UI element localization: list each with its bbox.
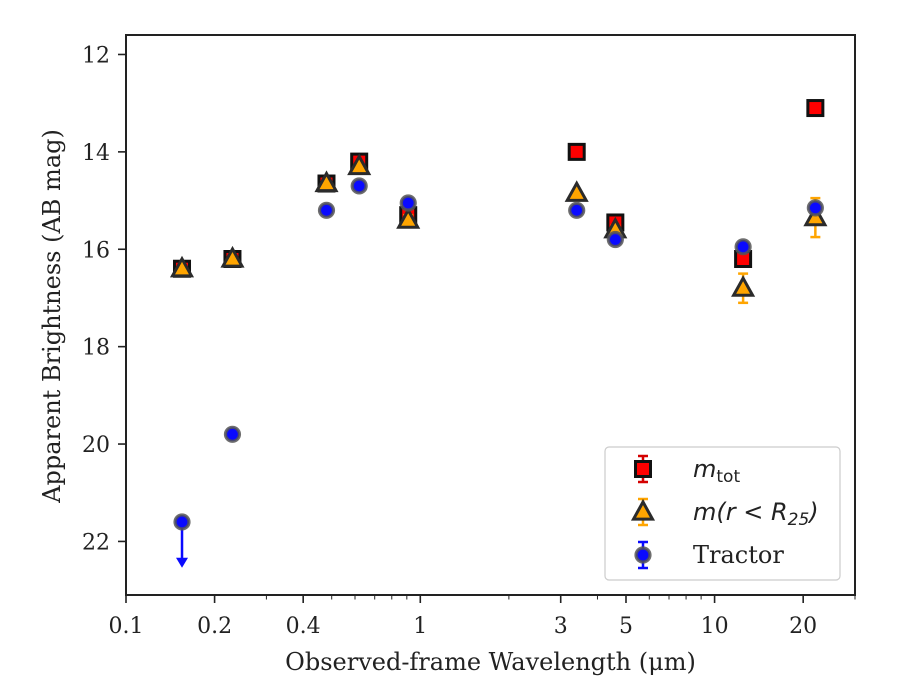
y-tick-label: 14: [82, 141, 110, 166]
legend-marker: [634, 546, 652, 564]
legend-box: [604, 446, 841, 581]
x-tick-label: 3: [554, 614, 568, 639]
y-tick-label: 16: [82, 238, 110, 263]
data-point: [169, 255, 195, 278]
data-point: [350, 177, 368, 195]
legend-label: mtot: [693, 455, 740, 487]
x-axis-title: Observed-frame Wavelength (μm): [285, 648, 696, 676]
legend-label: m(r < R25): [693, 498, 819, 530]
x-tick-label: 0.1: [109, 614, 144, 639]
data-point: [347, 153, 372, 176]
y-tick-label: 22: [82, 530, 110, 555]
data-point: [223, 425, 242, 443]
x-tick-label: 0.2: [197, 614, 232, 639]
data-point: [317, 201, 336, 219]
series-circle: [173, 177, 824, 568]
y-tick-label: 18: [82, 336, 110, 361]
data-point: [220, 245, 245, 268]
data-point: [567, 142, 586, 161]
x-tick-label: 20: [789, 614, 817, 639]
y-tick-label: 20: [82, 433, 110, 458]
legend-label: Tractor: [693, 541, 784, 569]
data-point: [606, 230, 624, 249]
data-point: [568, 201, 586, 219]
data-point: [564, 180, 589, 202]
upper-limit-arrowhead: [176, 557, 189, 568]
data-point: [734, 238, 752, 256]
y-axis-title: Apparent Brightness (AB mag): [38, 129, 66, 504]
plot-frame: [125, 34, 856, 596]
data-point: [806, 99, 825, 118]
legend-marker: [634, 460, 652, 478]
axes: 0.1 0.2 0.4 1 3 5 10 20 12 14 16 18 20 22: [82, 43, 856, 639]
data-point: [806, 199, 824, 217]
data-point: [396, 207, 421, 229]
y-tick-label: 12: [82, 43, 110, 68]
x-tick-label: 10: [701, 614, 729, 639]
data-point: [731, 275, 756, 297]
legend: mtot m(r < R25) Tractor: [604, 446, 841, 581]
series-square: [173, 99, 825, 278]
series-triangle: [169, 153, 828, 305]
data-point: [314, 170, 339, 193]
x-tick-label: 5: [619, 614, 633, 639]
data-point: [399, 194, 417, 212]
data-point: [173, 513, 191, 531]
x-tick-label: 1: [413, 614, 427, 639]
plot-area: [169, 99, 828, 568]
x-tick-label: 0.4: [286, 614, 321, 639]
legend-marker: [630, 498, 656, 521]
